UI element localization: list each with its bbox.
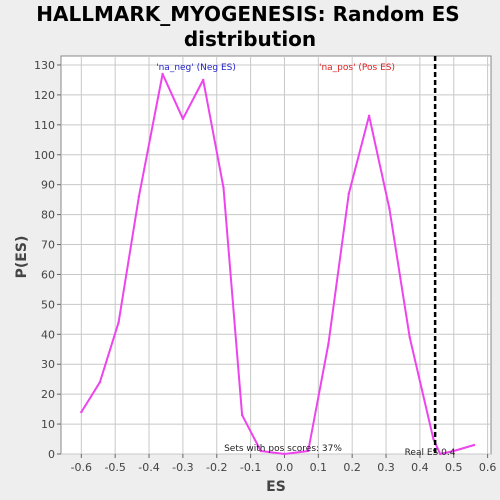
data-point (202, 78, 205, 82)
y-tick-label: 60 (41, 268, 55, 281)
data-point (283, 452, 286, 456)
real-es-label: Real ES 0.4 (405, 448, 456, 458)
y-tick-label: 90 (41, 179, 55, 192)
data-point (472, 443, 476, 447)
x-axis-ticks: -0.6 -0.5 -0.4 -0.3 -0.2 -0.1 0.0 0.1 0.2 0.3 0.4 0… (71, 454, 497, 474)
y-tick-label: 20 (41, 388, 55, 401)
pos-es-label: 'na_pos' (Pos ES) (319, 63, 395, 73)
data-point (181, 117, 185, 121)
neg-es-label: 'na_neg' (Neg ES) (156, 63, 236, 73)
y-tick-label: 110 (34, 119, 55, 132)
chart-title-line-1: HALLMARK_MYOGENESIS: Random ES (36, 2, 459, 26)
data-point (452, 449, 455, 453)
grid-lines (61, 56, 491, 455)
data-point (240, 413, 244, 417)
x-tick-label: 0.4 (411, 461, 429, 474)
x-tick-label: -0.2 (206, 461, 227, 474)
data-point (347, 192, 350, 195)
data-point (439, 452, 442, 456)
y-tick-label: 30 (41, 358, 55, 371)
data-point (222, 186, 225, 189)
x-axis-label: ES (266, 479, 286, 495)
y-tick-label: 80 (41, 209, 55, 222)
y-tick-label: 0 (48, 448, 55, 461)
x-tick-label: -0.4 (138, 461, 159, 474)
x-tick-label: 0.3 (377, 461, 395, 474)
data-point (80, 410, 83, 414)
y-tick-label: 70 (41, 239, 55, 252)
y-axis-ticks: 0 10 20 30 40 50 60 70 80 90 100 110 120 130 (34, 59, 61, 461)
data-point (432, 437, 435, 441)
x-tick-label: 0.6 (479, 461, 497, 474)
data-point (161, 72, 164, 76)
y-tick-label: 130 (34, 59, 55, 72)
y-tick-label: 120 (34, 89, 55, 102)
series-group (80, 72, 476, 456)
data-point (408, 336, 411, 339)
plot-area (60, 55, 492, 455)
data-point (327, 342, 330, 345)
x-tick-label: 0.5 (445, 461, 463, 474)
data-point (117, 321, 120, 324)
y-tick-label: 50 (41, 298, 55, 311)
data-point (137, 195, 141, 198)
x-tick-label: 0.1 (310, 461, 328, 474)
x-tick-label: -0.3 (172, 461, 193, 474)
y-axis-label: P(ES) (14, 236, 30, 279)
x-tick-label: 0.2 (343, 461, 361, 474)
x-tick-label: -0.6 (71, 461, 92, 474)
x-tick-label: 0.0 (276, 461, 294, 474)
y-tick-label: 100 (34, 149, 55, 162)
sets-pos-scores-label: Sets with pos scores: 37% (224, 444, 342, 454)
data-point (259, 449, 262, 453)
data-point (306, 449, 310, 453)
x-tick-label: -0.1 (240, 461, 261, 474)
x-tick-label: -0.5 (104, 461, 125, 474)
y-tick-label: 10 (41, 418, 55, 431)
chart-title-line-2: distribution (184, 27, 316, 51)
data-point (98, 380, 102, 384)
data-point (367, 114, 371, 118)
data-point (388, 207, 391, 210)
y-tick-label: 40 (41, 328, 55, 341)
